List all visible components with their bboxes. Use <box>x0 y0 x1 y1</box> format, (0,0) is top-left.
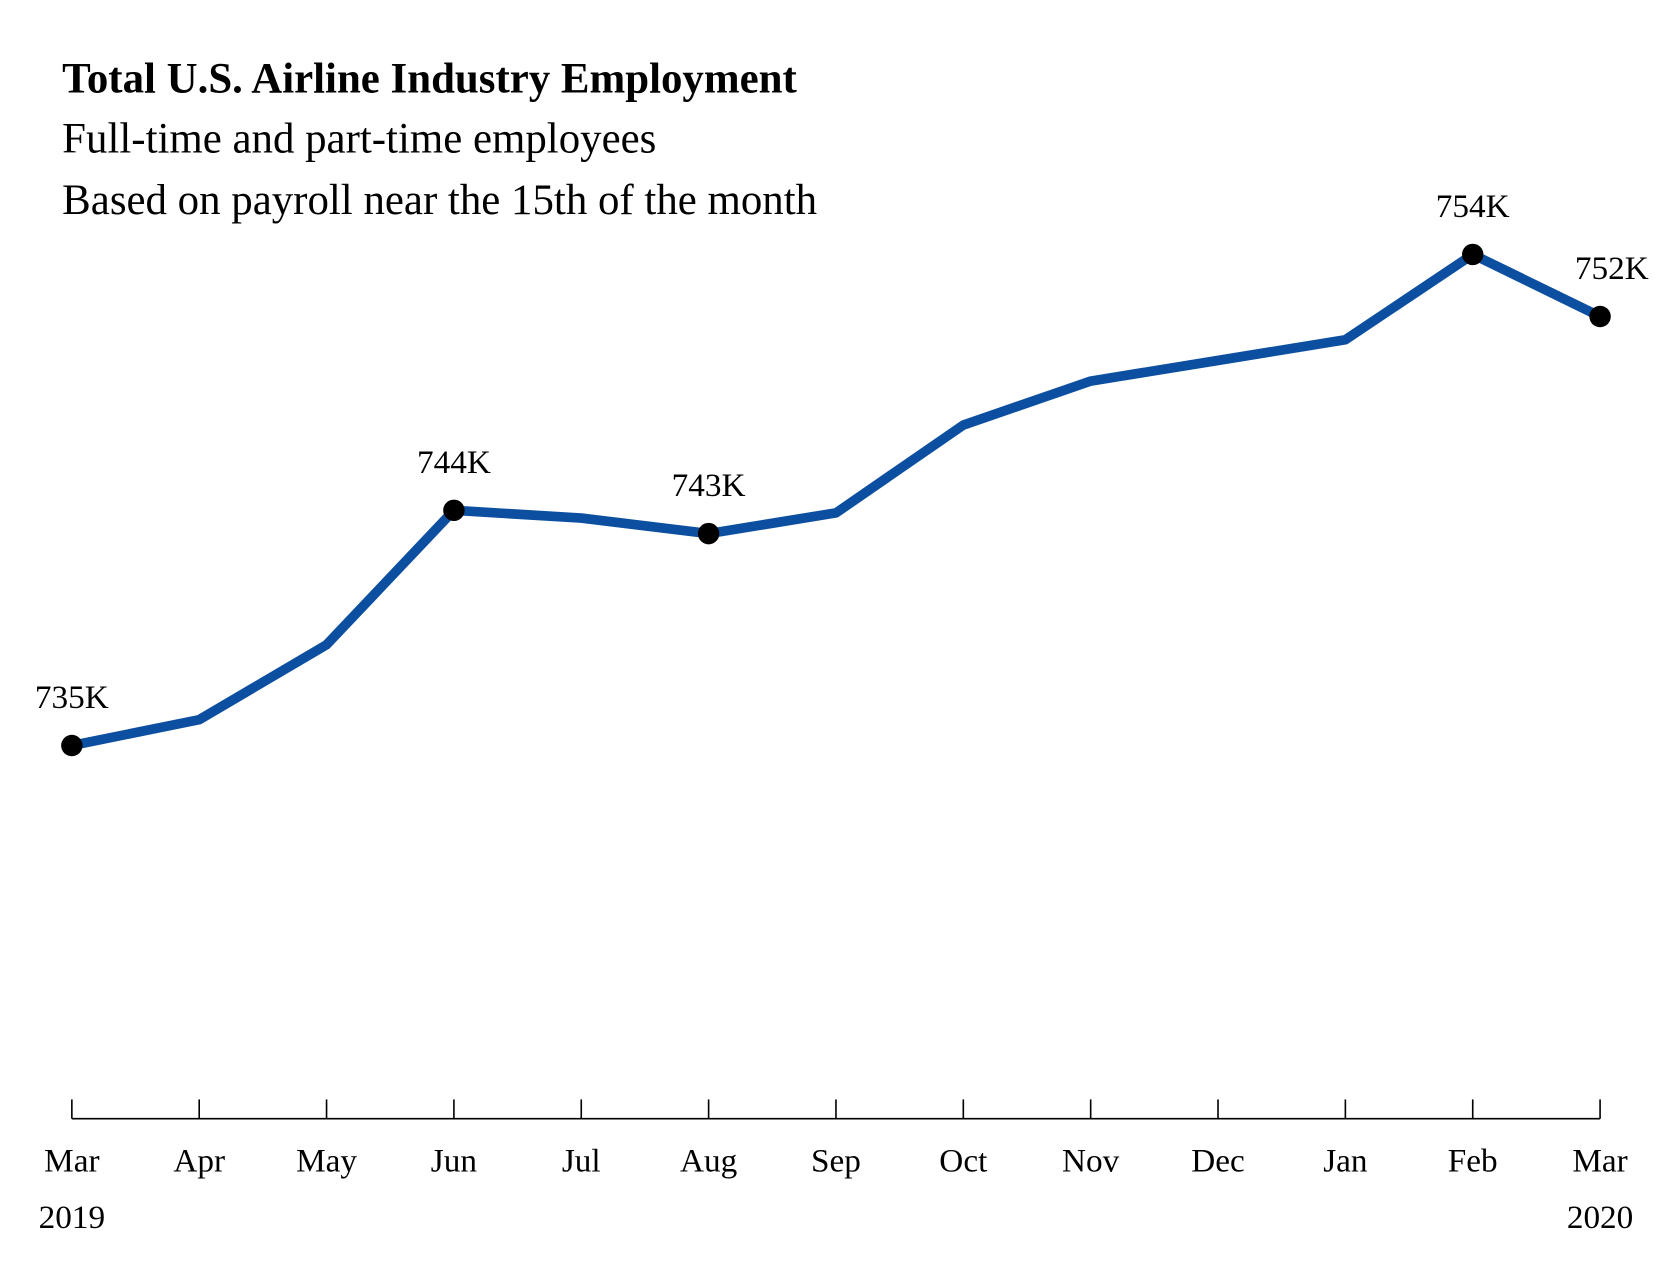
x-tick-label: Mar <box>44 1142 99 1179</box>
chart-subtitle: Based on payroll near the 15th of the mo… <box>62 177 817 224</box>
chart-subtitle: Full-time and part-time employees <box>62 116 656 163</box>
data-point <box>697 522 720 545</box>
x-tick-label: Sep <box>811 1142 861 1179</box>
data-point <box>1461 243 1484 266</box>
x-tick-label: Apr <box>173 1142 225 1179</box>
x-tick-label: Feb <box>1448 1142 1498 1179</box>
data-label: 754K <box>1436 188 1510 225</box>
data-point <box>1589 305 1611 328</box>
chart-title: Total U.S. Airline Industry Employment <box>62 56 797 103</box>
x-tick-label: Oct <box>939 1142 988 1179</box>
data-label: 735K <box>35 679 109 716</box>
data-label: 752K <box>1575 250 1649 287</box>
x-tick-label: Jun <box>431 1142 478 1179</box>
data-label: 743K <box>672 467 746 504</box>
x-tick-label: Jan <box>1323 1142 1368 1179</box>
x-tick-year: 2019 <box>39 1199 105 1236</box>
x-tick-year: 2020 <box>1567 1199 1633 1236</box>
data-line <box>70 249 1603 751</box>
data-point <box>443 499 465 522</box>
data-label: 744K <box>417 444 491 481</box>
x-tick-label: May <box>296 1142 357 1179</box>
data-point <box>61 734 83 757</box>
x-tick-label: Nov <box>1062 1142 1120 1179</box>
x-tick-label: Jul <box>562 1142 601 1179</box>
x-tick-label: Mar <box>1572 1142 1627 1179</box>
x-tick-label: Dec <box>1191 1142 1245 1179</box>
x-tick-label: Aug <box>680 1142 737 1179</box>
